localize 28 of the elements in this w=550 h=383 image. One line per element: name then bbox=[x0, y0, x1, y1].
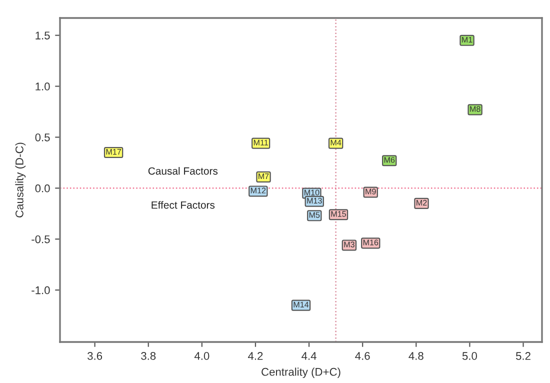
x-tick-label: 4.0 bbox=[194, 352, 210, 360]
data-label: M8 bbox=[470, 106, 480, 112]
x-tick-label: 3.8 bbox=[141, 352, 156, 360]
data-label: M6 bbox=[384, 157, 395, 163]
x-tick-label: 4.4 bbox=[302, 352, 316, 360]
x-tick-label: 4.2 bbox=[248, 352, 263, 360]
y-tick-label: 0.0 bbox=[35, 184, 50, 192]
data-label: M1 bbox=[462, 36, 472, 42]
y-tick-label: -1.0 bbox=[32, 286, 50, 294]
data-label: M4 bbox=[330, 140, 342, 146]
y-tick-label: 1.0 bbox=[36, 82, 50, 90]
y-tick-label: 0.5 bbox=[35, 133, 50, 142]
x-tick-label: 5.0 bbox=[462, 352, 477, 360]
annotation: Causal Factors bbox=[148, 167, 218, 175]
x-tick-label: 4.8 bbox=[408, 352, 424, 360]
x-tick-label: 3.6 bbox=[88, 352, 102, 360]
data-label: M5 bbox=[309, 212, 320, 218]
y-tick-label: 1.5 bbox=[36, 32, 50, 40]
y-axis-title: Causality (D-C) bbox=[15, 142, 26, 218]
y-tick-label: -0.5 bbox=[32, 235, 50, 244]
x-tick-label: 5.2 bbox=[516, 352, 530, 360]
annotation: Effect Factors bbox=[152, 201, 215, 209]
x-axis-title: Centrality (D+C) bbox=[262, 368, 340, 378]
data-label: M7 bbox=[258, 173, 269, 180]
data-label: M9 bbox=[366, 188, 376, 194]
data-label: M3 bbox=[344, 242, 354, 248]
x-tick-label: 4.6 bbox=[355, 352, 370, 360]
data-label: M2 bbox=[416, 200, 427, 206]
